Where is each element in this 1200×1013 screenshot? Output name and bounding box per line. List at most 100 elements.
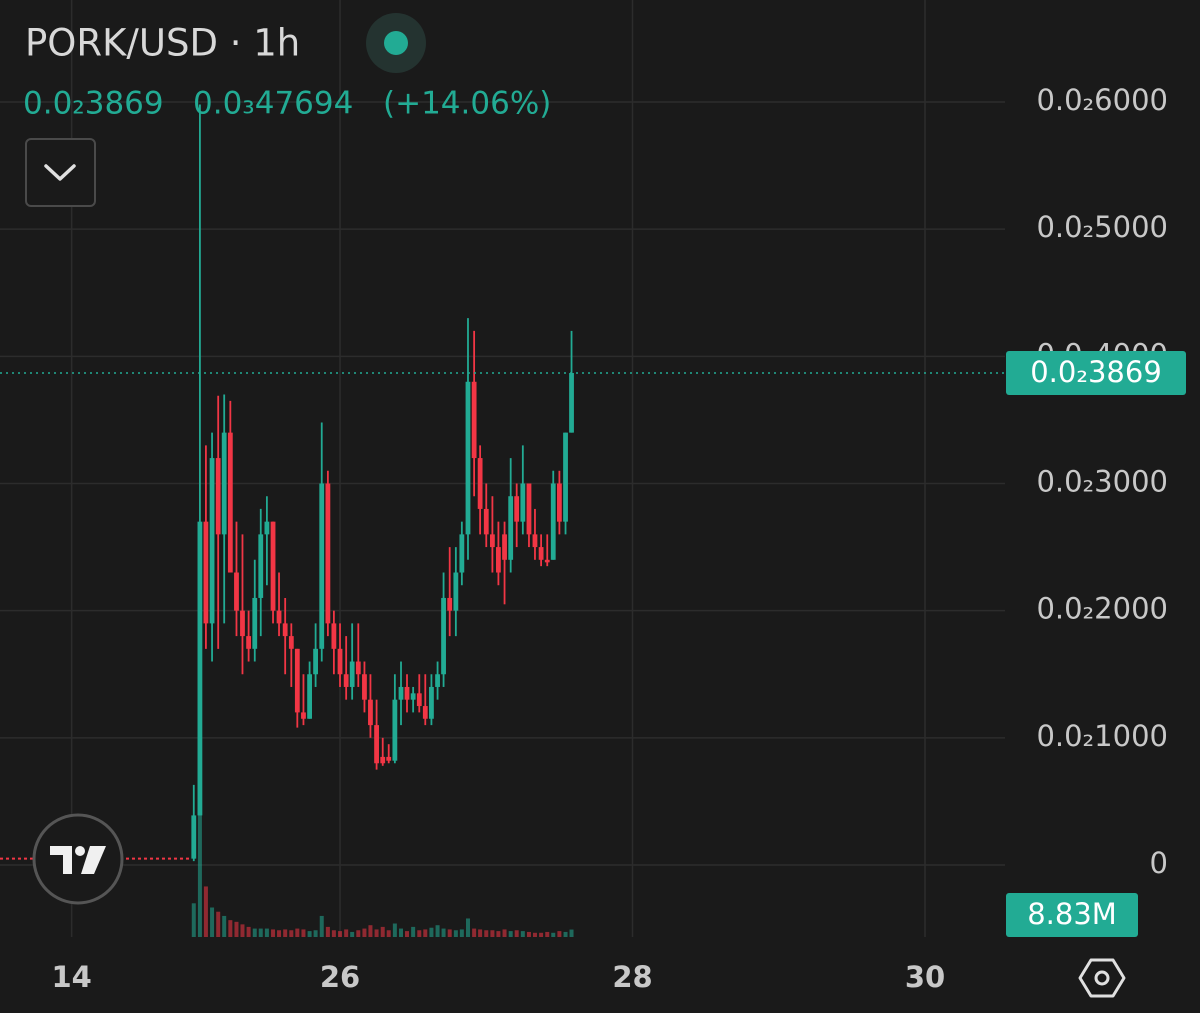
- volume-bar: [386, 930, 391, 937]
- candle-body: [313, 648, 318, 675]
- volume-bar: [338, 931, 343, 937]
- volume-bar: [344, 929, 349, 937]
- volume-bar: [313, 930, 318, 937]
- y-tick-label: 0.0₂2000: [1036, 592, 1168, 626]
- candle-body: [294, 648, 300, 713]
- candle-body: [447, 597, 453, 611]
- chart-title: PORK/USD · 1h: [25, 22, 300, 65]
- volume-bar: [197, 785, 202, 937]
- volume-bar: [423, 929, 428, 937]
- volume-bar: [283, 929, 288, 937]
- volume-bar: [435, 925, 440, 937]
- volume-bar: [307, 931, 312, 937]
- volume-bar: [484, 930, 489, 937]
- y-tick-label: 0.0₂6000: [1036, 83, 1168, 117]
- volume-bar: [380, 926, 385, 937]
- candle-body: [325, 483, 331, 624]
- candle-body: [502, 534, 507, 560]
- volume-bar: [514, 930, 519, 937]
- candle-body: [203, 521, 209, 624]
- y-tick-label: 0.0₂5000: [1036, 210, 1168, 244]
- candle-body: [191, 815, 197, 859]
- x-tick-label: 26: [320, 960, 360, 994]
- volume-bar: [258, 928, 263, 937]
- tradingview-logo[interactable]: [32, 813, 124, 905]
- candle-body: [441, 597, 446, 675]
- volume-bar: [271, 929, 276, 937]
- candle-body: [532, 534, 538, 548]
- x-tick-label: 28: [612, 960, 652, 994]
- volume-bar: [350, 931, 355, 937]
- candle-body: [374, 725, 379, 764]
- volume-bar: [539, 932, 544, 937]
- y-tick-label: 0.0₂1000: [1036, 719, 1168, 753]
- gear-center: [1094, 970, 1110, 986]
- candle-body: [355, 661, 361, 675]
- volume-bar: [210, 907, 215, 937]
- candle-body: [197, 521, 203, 816]
- volume-bar: [325, 926, 330, 937]
- candle-body: [276, 610, 282, 624]
- candle-body: [514, 496, 520, 522]
- candle-body: [483, 508, 489, 535]
- candle-body: [282, 623, 288, 637]
- candle-body: [538, 547, 544, 560]
- collapse-button[interactable]: [25, 138, 96, 207]
- volume-bar: [417, 930, 422, 937]
- volume-bar: [490, 930, 495, 937]
- candle-body: [380, 756, 386, 764]
- volume-bar: [399, 928, 404, 937]
- volume-bar: [508, 931, 513, 937]
- candle-body: [270, 521, 276, 611]
- volume-bar: [228, 920, 233, 937]
- candle-body: [368, 699, 373, 726]
- logo-t: [50, 846, 72, 874]
- volume-bar: [459, 929, 464, 937]
- last-price-badge: [1006, 350, 1186, 395]
- volume-bar: [502, 929, 507, 937]
- candle-body: [544, 559, 550, 563]
- candle-body: [477, 458, 483, 509]
- volume-bar: [405, 931, 410, 937]
- candle-body: [319, 483, 325, 649]
- volume-bar: [478, 929, 483, 937]
- candle-body: [496, 547, 501, 573]
- volume-badge: [1006, 893, 1138, 937]
- candle-body: [508, 496, 514, 560]
- y-tick-label: 0.0₂3000: [1036, 465, 1168, 499]
- last-price: 0.0₂3869: [23, 86, 164, 122]
- plot-area: [0, 104, 1005, 937]
- volume-bar: [234, 921, 239, 937]
- candle-body: [234, 572, 239, 611]
- candle-body: [490, 534, 495, 548]
- candle-body: [465, 381, 471, 535]
- volume-bar: [496, 931, 501, 937]
- candle-body: [471, 381, 477, 459]
- volume-bar: [264, 928, 269, 937]
- candle-body: [209, 458, 215, 624]
- button-frame: [25, 138, 96, 207]
- status-dot: [384, 31, 408, 55]
- logo-dot: [75, 846, 85, 856]
- candle-body: [264, 521, 270, 535]
- volume-bar: [331, 930, 336, 937]
- candle-body: [258, 534, 264, 598]
- candle-body: [349, 661, 355, 687]
- candle-body: [459, 534, 465, 573]
- volume-bar: [289, 930, 294, 937]
- volume-bar: [453, 930, 458, 937]
- volume-bar: [441, 928, 446, 937]
- candle-body: [422, 706, 428, 719]
- grid: [0, 0, 1005, 937]
- volume-bar: [472, 928, 477, 937]
- candle-body: [556, 483, 562, 522]
- volume-bar: [252, 928, 257, 937]
- candle-body: [435, 674, 440, 687]
- settings-button[interactable]: [1078, 958, 1126, 998]
- x-tick-label: 14: [51, 960, 91, 994]
- volume-bar: [203, 886, 208, 937]
- candle-body: [392, 699, 398, 761]
- volume-bar: [447, 929, 452, 937]
- candle-body: [252, 597, 258, 649]
